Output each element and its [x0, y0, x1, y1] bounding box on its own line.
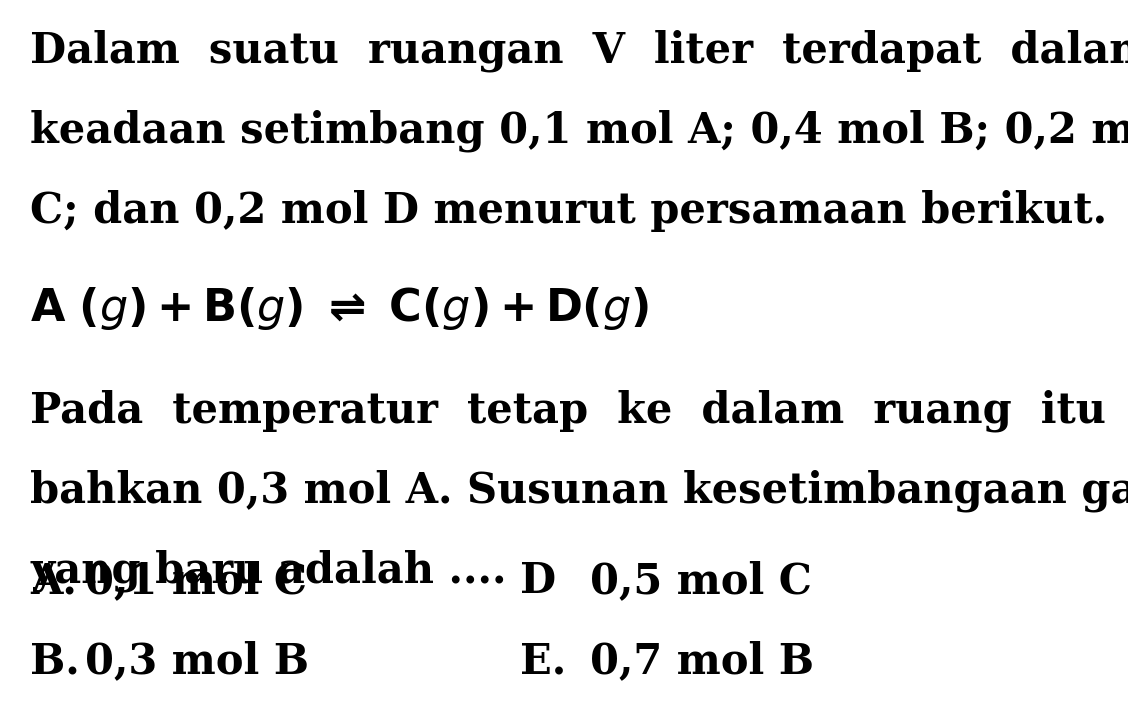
Text: B.: B.: [30, 640, 80, 682]
Text: A.: A.: [30, 560, 77, 602]
Text: Dalam  suatu  ruangan  V  liter  terdapat  dalam: Dalam suatu ruangan V liter terdapat dal…: [30, 30, 1128, 72]
Text: 0,5 mol C: 0,5 mol C: [590, 560, 812, 602]
Text: 0,7 mol B: 0,7 mol B: [590, 640, 814, 682]
Text: 0,3 mol B: 0,3 mol B: [85, 640, 309, 682]
Text: Pada  temperatur  tetap  ke  dalam  ruang  itu  ditam-: Pada temperatur tetap ke dalam ruang itu…: [30, 390, 1128, 432]
Text: $\mathbf{A\ (}$$\mathit{g}$$\mathbf{) + B(}$$\mathit{g}$$\mathbf{)\ \rightleftha: $\mathbf{A\ (}$$\mathit{g}$$\mathbf{) + …: [30, 285, 649, 332]
Text: 0,1 mol C: 0,1 mol C: [85, 560, 307, 602]
Text: C; dan 0,2 mol D menurut persamaan berikut.: C; dan 0,2 mol D menurut persamaan berik…: [30, 190, 1107, 232]
Text: bahkan 0,3 mol A. Susunan kesetimbangaan gas-gas: bahkan 0,3 mol A. Susunan kesetimbangaan…: [30, 470, 1128, 513]
Text: E.: E.: [520, 640, 566, 682]
Text: keadaan setimbang 0,1 mol A; 0,4 mol B; 0,2 mol: keadaan setimbang 0,1 mol A; 0,4 mol B; …: [30, 110, 1128, 153]
Text: D: D: [520, 560, 556, 602]
Text: yang baru adalah ....: yang baru adalah ....: [30, 550, 506, 592]
